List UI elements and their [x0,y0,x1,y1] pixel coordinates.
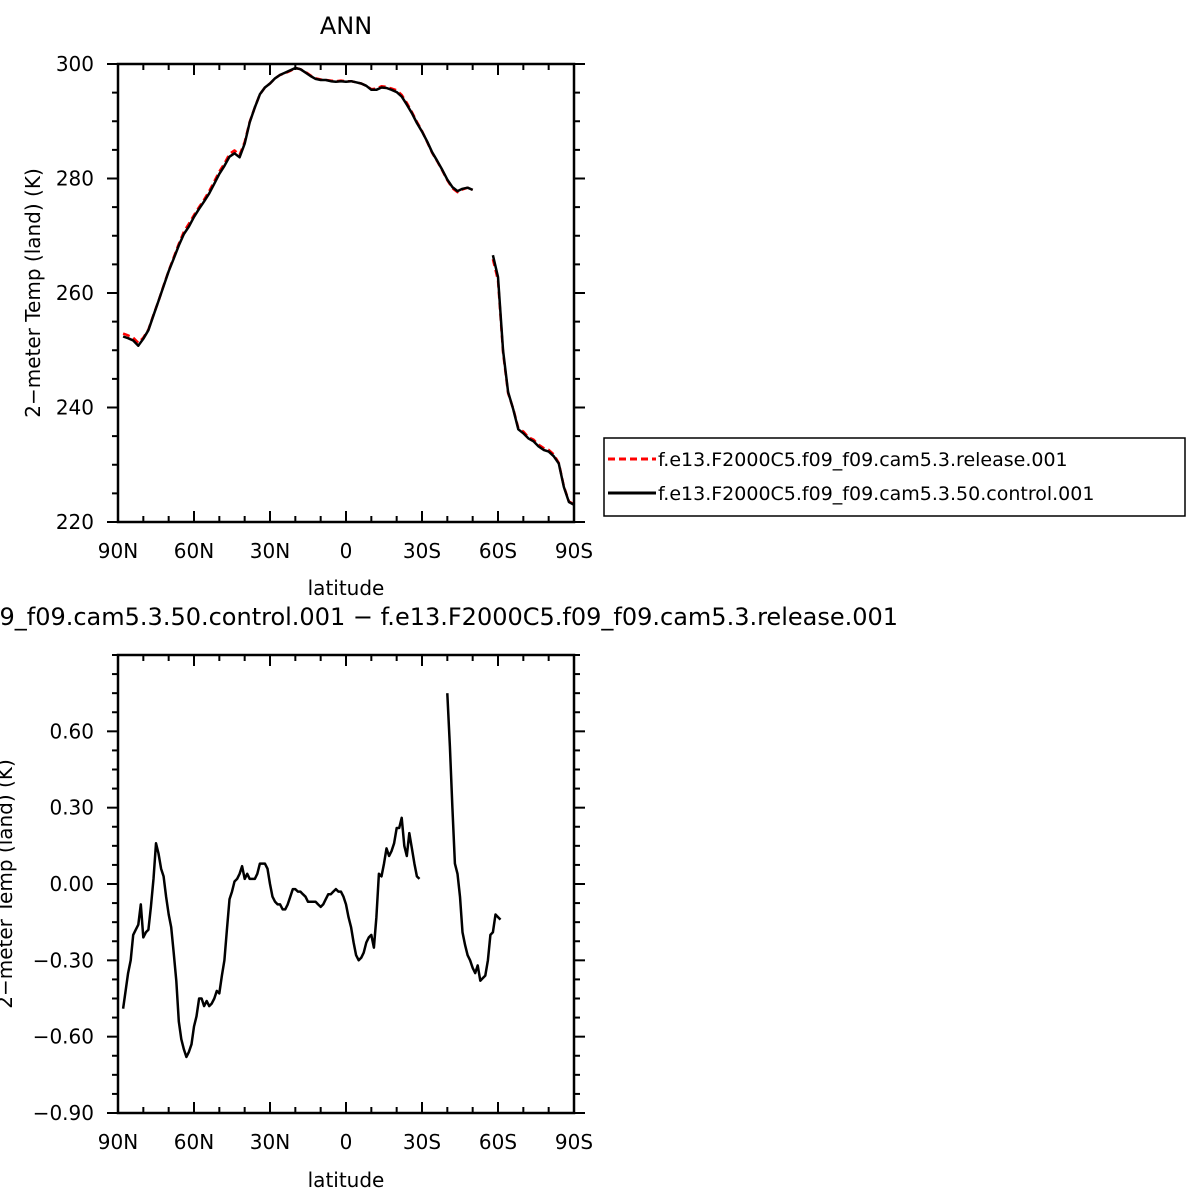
data-lines [121,693,502,1059]
x-tick-label: 0 [340,539,353,563]
x-tick-label: 90S [555,539,593,563]
tick-labels: 90N 60N 30N 0 30S 60S 90S −0.90 −0.60 −0.30 0.00 0.… [33,719,593,1154]
series-line-a [446,693,502,982]
x-tick-label: 60N [174,539,214,563]
plot-frame [116,62,576,524]
y-tick-label: 260 [56,281,94,305]
panel-title: ANN [320,12,372,40]
y-tick-label: 240 [56,396,94,420]
y-tick-label: −0.90 [33,1101,94,1125]
series-line-a [121,816,421,1059]
y-tick-label: 0.00 [49,872,94,896]
x-tick-label: 60S [479,1130,517,1154]
y-tick-label: 300 [56,52,94,76]
x-tick-label: 30N [250,1130,290,1154]
difference-panel: f.e13.F2000C5.f09_f09.cam5.3.50.control.… [0,603,898,1192]
y-tick-label: 0.60 [49,719,94,743]
tick-marks [107,63,585,523]
x-tick-label: 30S [403,1130,441,1154]
y-tick-label: 280 [56,167,94,191]
x-tick-label: 30S [403,539,441,563]
x-tick-label: 60N [174,1130,214,1154]
y-tick-label: 0.30 [49,796,94,820]
x-axis-label: latitude [308,576,385,600]
panel-title: f.e13.F2000C5.f09_f09.cam5.3.50.control.… [0,603,898,631]
x-tick-label: 60S [479,539,517,563]
y-axis-label: 2−meter Temp (land) (K) [0,759,17,1009]
series-line-a [122,66,474,345]
x-tick-label: 0 [340,1130,353,1154]
x-tick-label: 90S [555,1130,593,1154]
data-lines [122,66,574,506]
legend-box [603,437,1186,517]
legend-entry-release: f.e13.F2000C5.f09_f09.cam5.3.release.001 [658,449,1068,471]
y-axis-label: 2−meter Temp (land) (K) [21,168,45,418]
plot-frame [116,653,576,1115]
y-tick-label: −0.30 [33,948,94,972]
legend-entry-control: f.e13.F2000C5.f09_f09.cam5.3.50.control.… [658,483,1094,505]
series-line-b [491,254,574,506]
legend: f.e13.F2000C5.f09_f09.cam5.3.release.001… [603,437,1186,517]
x-tick-label: 30N [250,539,290,563]
x-axis-label: latitude [308,1168,385,1192]
x-tick-label: 90N [98,539,138,563]
y-tick-label: −0.60 [33,1025,94,1049]
y-tick-label: 220 [56,510,94,534]
tick-labels: 90N 60N 30N 0 30S 60S 90S 220 240 260 280 300 [56,52,593,563]
series-line-a [491,258,574,506]
x-tick-label: 90N [98,1130,138,1154]
tick-marks [107,654,585,1114]
absolute-temperature-panel: ANN 90N 60N 30N 0 30S 60S 90S 220 240 260 280 300 l… [21,12,593,600]
series-line-b [122,66,474,347]
